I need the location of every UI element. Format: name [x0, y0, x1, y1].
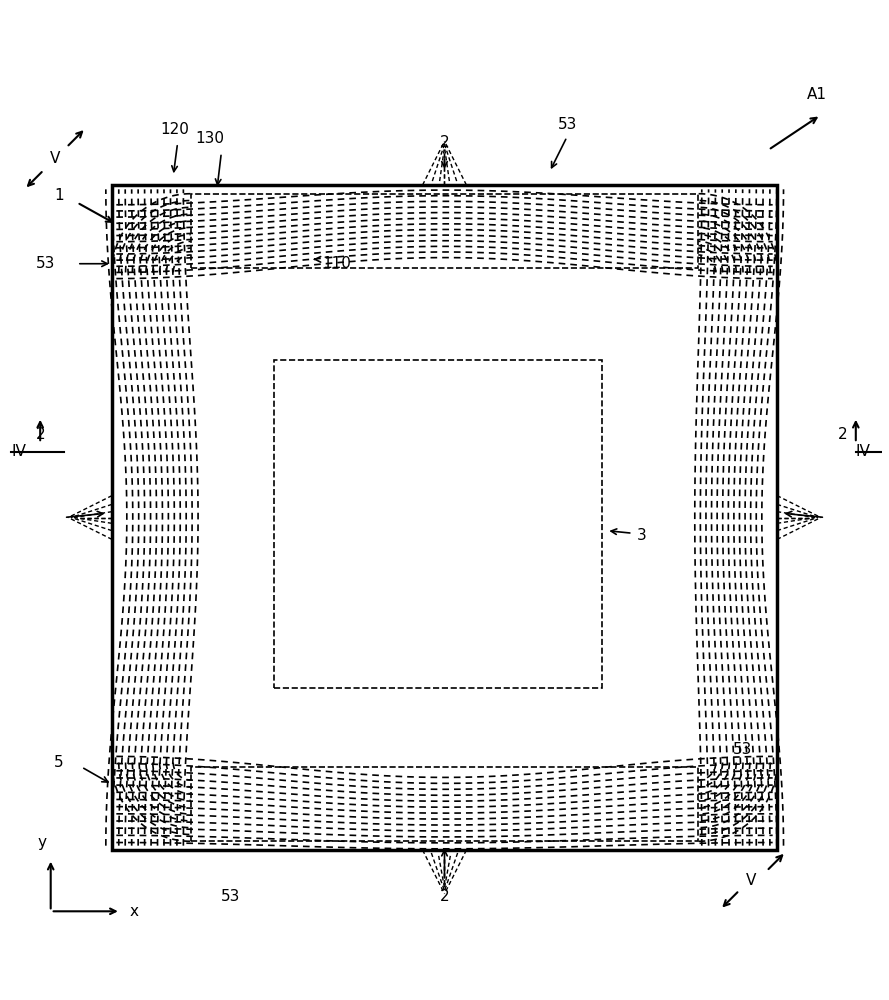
Text: 2: 2	[440, 135, 449, 150]
Text: 53: 53	[220, 889, 240, 904]
Text: 120: 120	[160, 122, 189, 137]
Bar	[112, 185, 777, 850]
Text: x: x	[130, 904, 139, 919]
Text: V: V	[746, 873, 756, 888]
Text: 53: 53	[36, 256, 55, 271]
Text: 130: 130	[195, 131, 224, 146]
Bar	[191, 767, 698, 841]
Text: 53: 53	[733, 742, 753, 757]
Text: IV: IV	[856, 444, 870, 459]
Text: 53: 53	[558, 117, 578, 132]
Bar	[274, 360, 602, 688]
Text: IV: IV	[12, 444, 26, 459]
Text: 1: 1	[54, 188, 64, 203]
Text: 110: 110	[322, 256, 351, 271]
Text: A1: A1	[806, 87, 827, 102]
Text: 2: 2	[837, 427, 847, 442]
Text: 2: 2	[36, 427, 45, 442]
Text: 2: 2	[440, 889, 449, 904]
Bar	[191, 194, 698, 268]
Text: y: y	[37, 835, 46, 850]
Text: 3: 3	[637, 528, 647, 543]
Text: V: V	[50, 151, 60, 166]
Text: 5: 5	[54, 755, 64, 770]
